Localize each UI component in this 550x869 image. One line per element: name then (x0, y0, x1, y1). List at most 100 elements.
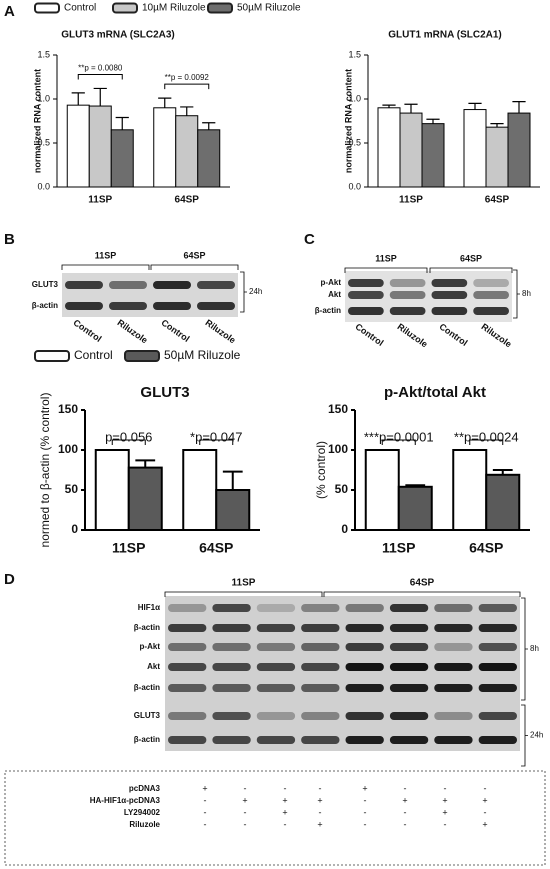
blot-band (212, 643, 251, 651)
error-bar (180, 106, 194, 116)
y-tick-label: 1.0 (37, 93, 50, 103)
chart-title: p-Akt/total Akt (384, 384, 486, 401)
y-axis-label: normalized RNA content (32, 69, 42, 173)
blot-band (345, 712, 384, 720)
table-cell: - (404, 807, 407, 817)
table-cell: + (442, 795, 447, 805)
blot-band (345, 736, 384, 744)
blot-band (256, 736, 296, 744)
group-bracket (164, 591, 323, 597)
blot-band (348, 291, 384, 299)
bar (110, 129, 134, 188)
blot-band (109, 281, 147, 289)
legend-label: 50µM Riluzole (164, 348, 241, 362)
blot-band (212, 624, 251, 632)
legend-label: 50µM Riluzole (237, 3, 301, 14)
time-label: 8h (522, 289, 531, 298)
blot-band (478, 604, 517, 612)
time-label: 24h (249, 287, 262, 296)
blot-band (168, 643, 207, 651)
chart-title: GLUT1 mRNA (SLC2A1) (388, 30, 502, 41)
blot-band (434, 736, 473, 744)
blot-band (301, 624, 340, 632)
bar (364, 449, 400, 531)
blot-band (256, 643, 296, 651)
blot-band (434, 624, 473, 632)
table-frame (4, 770, 546, 866)
time-brace (240, 271, 247, 313)
blot-band (431, 279, 468, 287)
error-bar (202, 122, 216, 130)
group-label: 64SP (183, 250, 205, 260)
row-label: p-Akt (321, 278, 342, 287)
group-bracket (323, 591, 521, 597)
table-cell: + (482, 795, 487, 805)
blot-band (478, 684, 517, 692)
blot-band (345, 624, 384, 632)
x-tick-label: 64SP (175, 195, 200, 206)
legend-swatch (112, 2, 138, 14)
annotation: **p = 0.0080 (78, 64, 123, 73)
bar (463, 109, 487, 188)
table-cell: + (242, 795, 247, 805)
blot-band (345, 643, 384, 651)
blot-band (153, 302, 191, 310)
row-label: GLUT3 (134, 711, 161, 720)
time-label: 24h (530, 731, 543, 740)
table-row-label: LY294002 (124, 808, 161, 817)
bar (127, 466, 163, 532)
table-cell: + (442, 807, 447, 817)
blot-band (256, 604, 296, 612)
error-bar (382, 104, 396, 108)
y-tick-label: 100 (58, 442, 78, 456)
bar (197, 129, 221, 188)
legend-swatch (34, 350, 70, 362)
group-bracket (344, 267, 428, 273)
blot-band (348, 279, 384, 287)
blot-background (62, 273, 238, 317)
blot-band (212, 736, 251, 744)
bar (452, 449, 488, 531)
table-cell: - (204, 795, 207, 805)
lane-label: Riluzole (203, 317, 237, 345)
table-row-label: Riluzole (129, 820, 160, 829)
group-label: 64SP (460, 253, 482, 263)
bar (421, 123, 445, 188)
blot-band (434, 604, 473, 612)
blot-band (168, 604, 207, 612)
error-bar (404, 103, 418, 114)
panel-label: B (4, 231, 15, 248)
panel-label: A (4, 3, 15, 20)
table-cell: - (364, 807, 367, 817)
time-brace (521, 704, 528, 767)
row-label: β-actin (134, 683, 160, 692)
blot-band (168, 736, 207, 744)
blot-band (478, 712, 517, 720)
row-label: p-Akt (140, 642, 161, 651)
bar (399, 112, 423, 188)
blot-band (389, 712, 429, 720)
bar (94, 449, 130, 531)
row-label: β-actin (32, 301, 58, 310)
table-cell: + (317, 819, 322, 829)
table-cell: - (204, 819, 207, 829)
significance-bracket (77, 73, 123, 80)
error-bar (158, 97, 172, 108)
table-cell: - (364, 795, 367, 805)
annotation: **p=0.0024 (454, 429, 519, 444)
group-bracket (61, 264, 150, 270)
blot-band (168, 624, 207, 632)
lane-label: Control (353, 321, 385, 348)
table-cell: + (282, 807, 287, 817)
table-cell: - (204, 807, 207, 817)
row-label: β-actin (315, 306, 341, 315)
blot-band (478, 663, 517, 671)
bar (507, 112, 531, 188)
y-tick-label: 50 (65, 482, 79, 496)
bar (397, 485, 433, 531)
y-tick-label: 0 (341, 522, 348, 536)
error-bar (115, 116, 129, 130)
x-tick-label: 11SP (382, 540, 415, 556)
legend-label: Control (64, 3, 96, 14)
